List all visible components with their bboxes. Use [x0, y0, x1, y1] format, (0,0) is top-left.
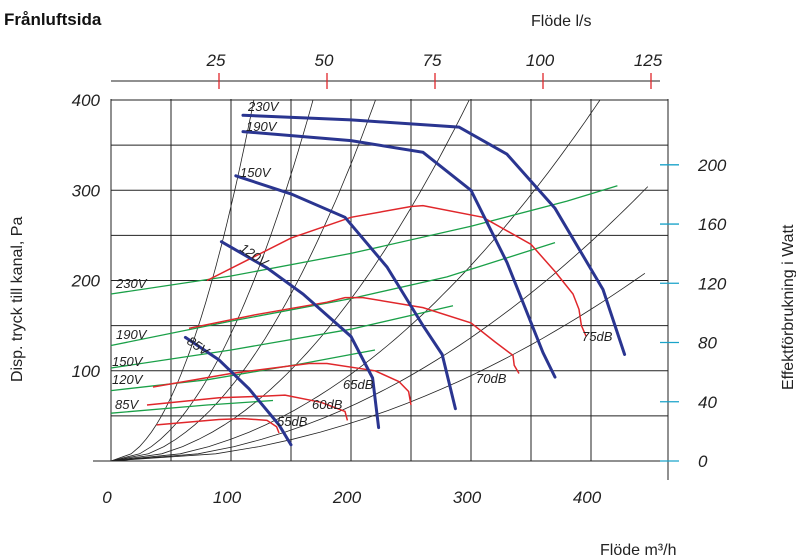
fan-curve-label: 230V [247, 99, 280, 114]
system-curve [110, 272, 646, 462]
right-axis-label: Effektförbrukning i Watt [780, 224, 796, 390]
y-tick-label: 100 [72, 362, 101, 381]
chart-title: Frånluftsida [4, 10, 102, 29]
power-curve-190V [110, 241, 556, 347]
fan-curve-230V [241, 113, 627, 356]
x-tick-label: 300 [453, 488, 482, 507]
right-axis-tick-label: 40 [698, 393, 717, 412]
y-tick-label: 400 [72, 91, 101, 110]
power-curve-label: 85V [115, 397, 139, 412]
top-axis-label: Flöde l/s [531, 13, 591, 30]
top-axis-tick-label: 125 [634, 51, 663, 70]
top-axis-tick-label: 100 [526, 51, 555, 70]
right-axis-tick-label: 0 [698, 452, 708, 471]
bottom-axis-label: Flöde m³/h [600, 542, 676, 557]
x-tick-label: 200 [332, 488, 362, 507]
fan-curve-85V [183, 335, 293, 447]
y-tick-label: 200 [71, 272, 101, 291]
x-tick-label: 400 [573, 488, 602, 507]
fan-curve-120V [219, 240, 381, 430]
sound-curve-75dB [206, 204, 587, 337]
fan-curve-150V [234, 174, 457, 411]
sound-curve-label: 70dB [476, 371, 507, 386]
top-axis-tick-label: 75 [423, 51, 442, 70]
right-axis-tick-label: 120 [698, 274, 727, 293]
power-curve-120V [110, 349, 376, 392]
x-tick-label: 100 [213, 488, 242, 507]
system-curve [110, 99, 255, 462]
fan-curve-190V [241, 130, 557, 379]
power-curve-label: 230V [115, 276, 148, 291]
power-curve-label: 190V [116, 327, 148, 342]
y-tick-label: 300 [72, 181, 101, 200]
power-curve-label: 120V [112, 372, 144, 387]
sound-curve-label: 75dB [582, 329, 613, 344]
sound-curve-label: 60dB [312, 397, 343, 412]
system-curve [110, 99, 376, 462]
top-axis-tick-label: 25 [206, 51, 226, 70]
sound-curve-label: 55dB [277, 414, 308, 429]
power-curve-150V [110, 305, 454, 369]
power-curve-label: 150V [112, 354, 144, 369]
fan-curve-label: 150V [240, 165, 272, 180]
right-axis-tick-label: 200 [697, 156, 727, 175]
left-axis-label: Disp. tryck till kanal, Pa [9, 217, 26, 382]
system-curve [110, 186, 649, 462]
power-curve-85V [110, 399, 274, 414]
right-axis-tick-label: 160 [698, 215, 727, 234]
sound-curve-55dB [156, 417, 280, 434]
x-tick-label: 0 [102, 488, 112, 507]
sound-curve-65dB [152, 362, 412, 406]
sound-curve-label: 65dB [343, 377, 374, 392]
fan-curve-label: 190V [246, 119, 278, 134]
top-axis-tick-label: 50 [315, 51, 334, 70]
sound-curve-60dB [146, 394, 349, 421]
sound-curve-70dB [188, 296, 520, 374]
right-axis-tick-label: 80 [698, 334, 717, 353]
